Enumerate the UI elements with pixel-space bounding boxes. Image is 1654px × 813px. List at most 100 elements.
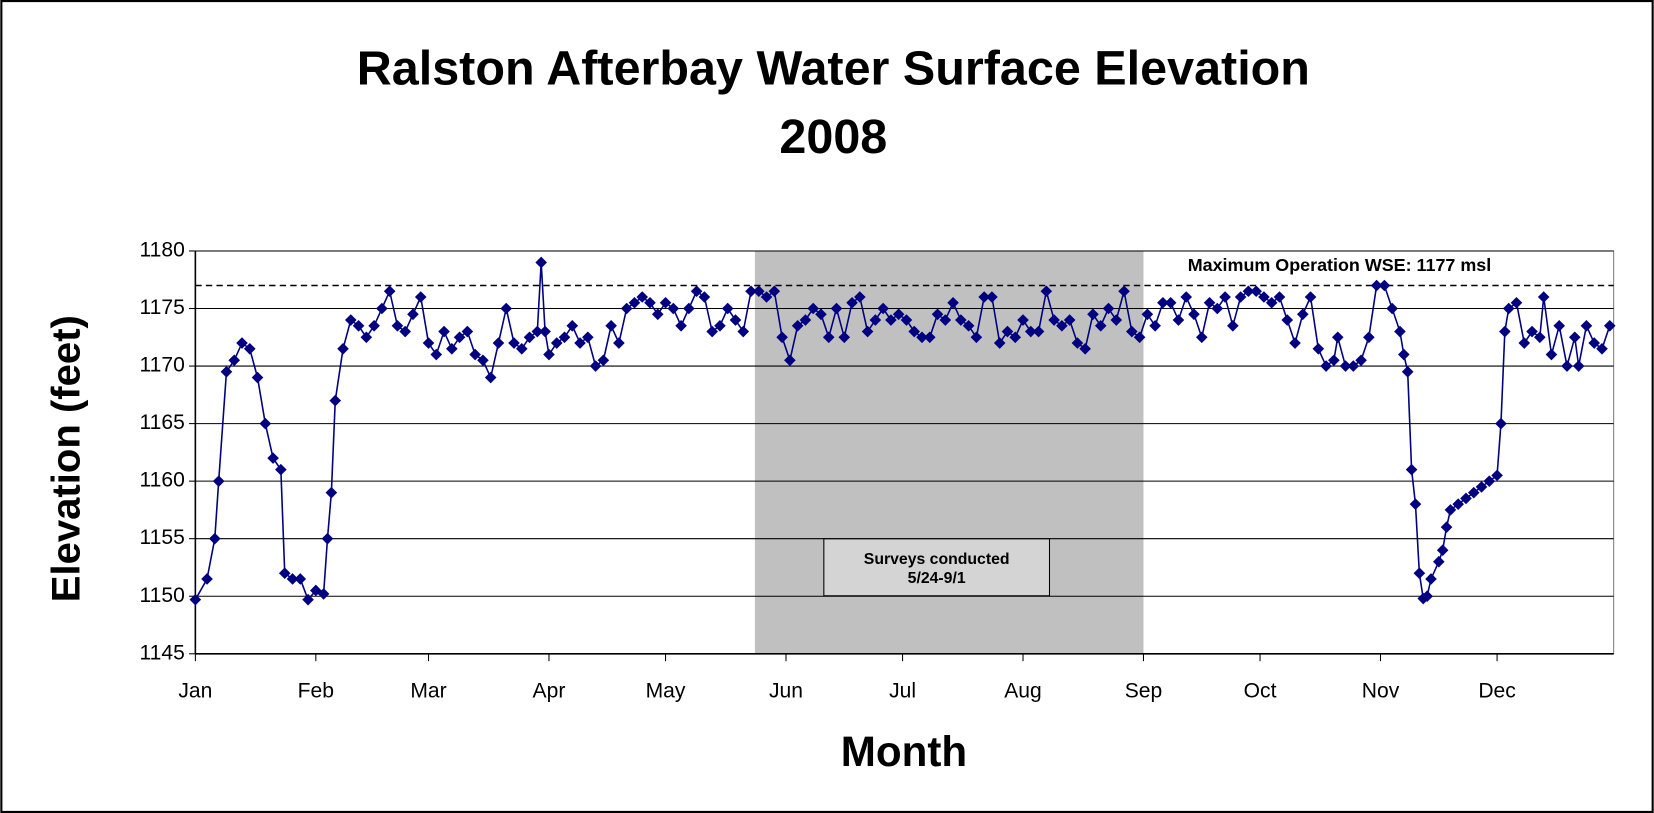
data-point — [1017, 314, 1029, 326]
data-point — [1133, 331, 1146, 344]
data-point — [1234, 291, 1247, 303]
data-point — [1304, 291, 1317, 303]
data-point — [885, 314, 897, 326]
data-point — [477, 354, 489, 367]
data-point — [383, 285, 396, 298]
data-point — [714, 319, 726, 332]
data-point — [1483, 475, 1496, 487]
data-point — [955, 314, 967, 326]
data-point — [259, 417, 272, 430]
data-point — [644, 296, 656, 309]
data-point — [243, 342, 256, 355]
annotation-text: Surveys conducted — [864, 551, 1010, 568]
data-point — [729, 314, 742, 326]
data-point — [877, 302, 889, 315]
data-point — [399, 325, 411, 338]
data-point — [1588, 337, 1601, 349]
data-point — [846, 296, 858, 309]
data-point — [861, 325, 874, 338]
data-point — [446, 342, 458, 355]
y-axis-label: Elevation (feet) — [44, 315, 88, 602]
data-point — [344, 314, 357, 326]
data-point — [1118, 285, 1130, 298]
data-point — [523, 331, 536, 344]
data-point — [737, 325, 750, 338]
data-point — [1401, 366, 1414, 378]
y-tick-label: 1170 — [139, 354, 184, 377]
data-point — [1195, 331, 1208, 344]
data-point — [651, 308, 664, 321]
data-point — [978, 291, 990, 303]
data-point — [1568, 331, 1581, 344]
data-point — [1386, 302, 1398, 315]
data-point — [1405, 463, 1418, 476]
x-tick-label: Jun — [769, 679, 803, 702]
data-point — [500, 302, 513, 315]
data-point — [1502, 302, 1515, 315]
data-point — [550, 337, 563, 349]
data-point — [869, 314, 882, 326]
data-point — [1460, 492, 1472, 505]
data-point — [970, 331, 983, 344]
data-point — [605, 319, 617, 332]
data-point — [1444, 504, 1457, 516]
data-point — [1580, 319, 1593, 332]
data-point — [962, 319, 975, 332]
x-tick-label: Dec — [1478, 679, 1515, 702]
data-point — [1572, 360, 1585, 372]
annotation-box — [823, 538, 1051, 597]
data-point — [1432, 555, 1445, 568]
data-point — [228, 354, 241, 367]
data-point — [1553, 319, 1566, 332]
data-point — [1149, 319, 1161, 332]
data-point — [1250, 285, 1262, 298]
data-point — [1258, 291, 1270, 303]
data-point — [267, 452, 279, 464]
data-point — [317, 588, 330, 600]
data-point — [484, 371, 497, 384]
data-point — [1347, 360, 1360, 372]
data-point — [1141, 308, 1154, 321]
y-tick-label: 1165 — [139, 411, 184, 434]
data-point — [1273, 291, 1286, 303]
data-point — [613, 337, 625, 349]
data-point — [1413, 567, 1426, 580]
data-point — [220, 366, 233, 378]
data-point — [508, 337, 520, 349]
data-point — [278, 567, 291, 580]
data-point — [784, 354, 796, 367]
data-point — [574, 337, 586, 349]
data-point — [628, 296, 641, 309]
x-tick-label: Nov — [1362, 679, 1400, 702]
data-point — [1188, 308, 1200, 321]
data-point — [582, 331, 594, 344]
reference-label: Maximum Operation WSE: 1177 msl — [1188, 255, 1492, 275]
data-point — [1203, 296, 1216, 309]
data-point — [453, 331, 466, 344]
data-point — [438, 325, 450, 338]
data-point — [1398, 348, 1410, 361]
data-point — [1328, 354, 1340, 367]
data-point — [1440, 521, 1453, 533]
data-point — [659, 296, 672, 309]
data-point — [721, 302, 734, 315]
data-point — [706, 325, 718, 338]
x-tick-label: Aug — [1004, 679, 1042, 702]
data-point — [916, 331, 928, 344]
y-tick-label: 1155 — [139, 526, 184, 549]
data-point — [1499, 325, 1511, 338]
data-point — [251, 371, 264, 384]
data-point — [1561, 360, 1573, 372]
data-point — [838, 331, 851, 344]
data-point — [329, 394, 342, 407]
y-tick-label: 1180 — [139, 239, 184, 262]
data-point — [854, 291, 866, 303]
data-point — [492, 337, 505, 349]
data-point — [1378, 279, 1391, 292]
data-point — [993, 337, 1006, 349]
data-point — [275, 463, 287, 476]
data-point — [325, 486, 338, 499]
data-point — [1289, 337, 1301, 349]
